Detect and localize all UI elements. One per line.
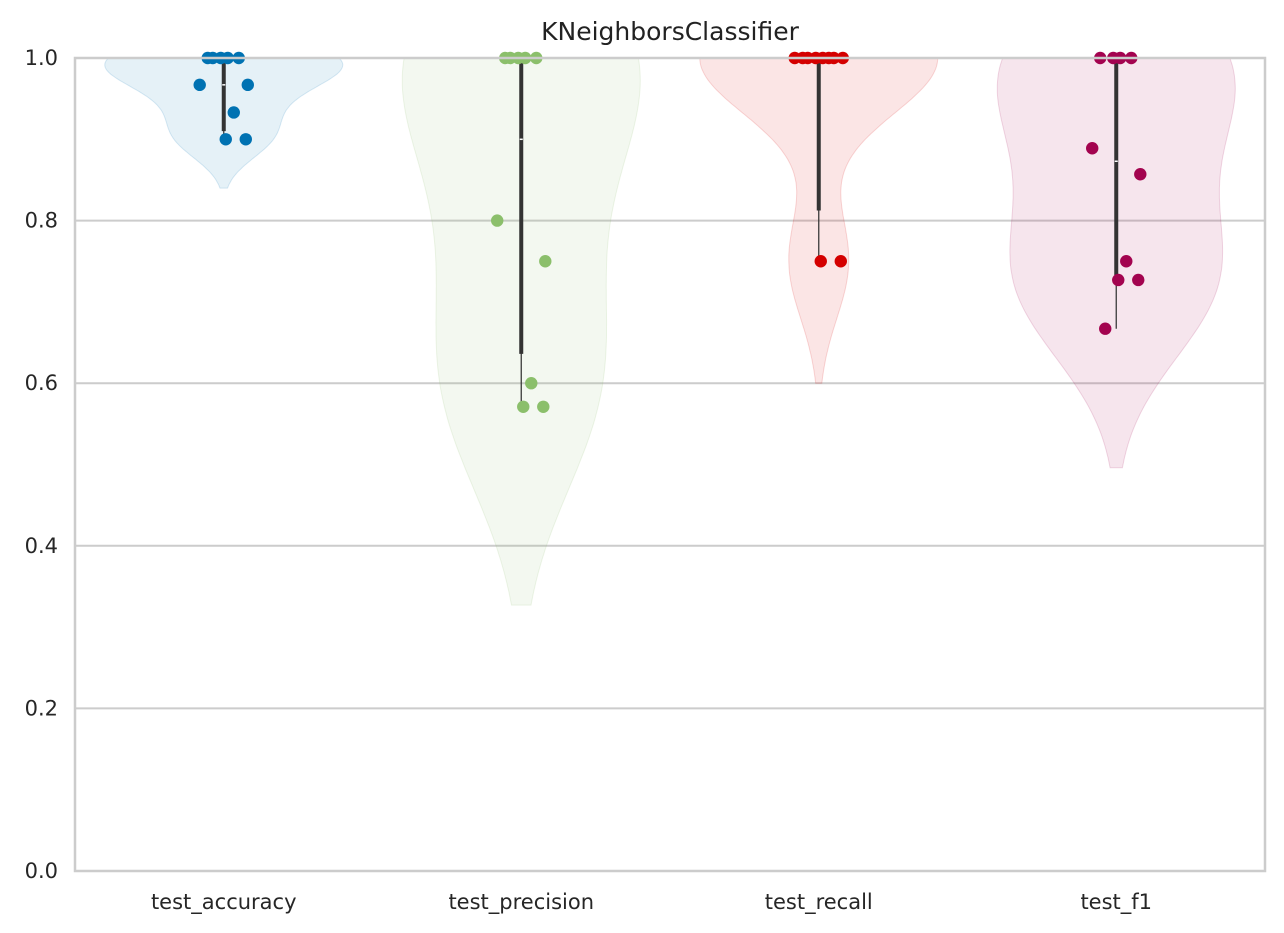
x-tick-label: test_precision bbox=[448, 890, 594, 915]
point-test_precision bbox=[537, 400, 550, 413]
y-tick-label: 0.8 bbox=[25, 209, 58, 233]
point-test_precision bbox=[525, 377, 538, 390]
inner-boxes bbox=[221, 57, 1119, 407]
point-test_f1 bbox=[1099, 322, 1112, 335]
point-test_f1 bbox=[1112, 273, 1125, 287]
plot-frame bbox=[73, 56, 1267, 873]
point-test_accuracy bbox=[227, 106, 240, 119]
point-test_accuracy bbox=[241, 78, 254, 92]
point-test_accuracy bbox=[219, 133, 232, 146]
plot-border bbox=[73, 56, 1267, 873]
x-axis-ticks: test_accuracy test_precision test_recall te… bbox=[151, 890, 1152, 915]
chart-title: KNeighborsClassifier bbox=[541, 17, 799, 46]
point-test_f1 bbox=[1086, 142, 1099, 155]
y-axis-ticks: 0.0 0.2 0.4 0.6 0.8 1.0 bbox=[25, 46, 58, 883]
x-tick-label: test_recall bbox=[765, 890, 873, 915]
point-test_f1 bbox=[1120, 255, 1133, 268]
point-test_precision bbox=[517, 400, 530, 413]
y-tick-label: 1.0 bbox=[25, 46, 58, 70]
y-tick-label: 0.0 bbox=[25, 859, 58, 883]
point-test_precision bbox=[491, 214, 504, 227]
point-test_accuracy bbox=[193, 78, 206, 92]
data-points bbox=[193, 51, 1147, 413]
point-test_recall bbox=[814, 255, 827, 268]
x-tick-label: test_f1 bbox=[1080, 890, 1152, 915]
violins bbox=[104, 57, 1236, 606]
x-tick-label: test_accuracy bbox=[151, 890, 297, 915]
point-test_precision bbox=[539, 255, 552, 268]
y-tick-label: 0.4 bbox=[25, 534, 58, 558]
point-test_f1 bbox=[1134, 168, 1147, 181]
y-tick-label: 0.6 bbox=[25, 371, 58, 395]
y-tick-label: 0.2 bbox=[25, 696, 58, 720]
point-test_f1 bbox=[1132, 273, 1145, 287]
point-test_recall bbox=[834, 255, 847, 268]
point-test_accuracy bbox=[239, 133, 252, 146]
